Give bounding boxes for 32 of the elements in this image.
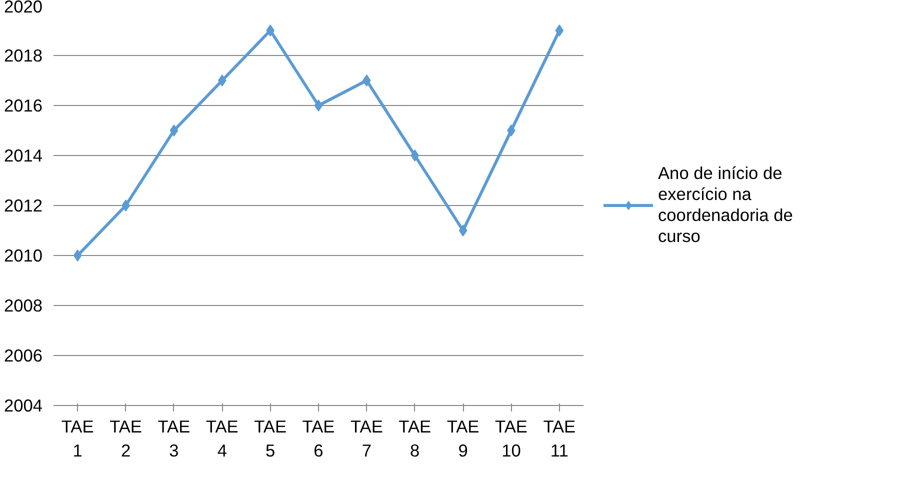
x-tick-label: TAE 9 <box>446 416 480 460</box>
point <box>362 74 371 86</box>
x-tick-label: TAE 1 <box>61 416 94 460</box>
point <box>218 74 226 86</box>
point <box>314 100 323 112</box>
y-tick-label: 2020 <box>4 0 43 16</box>
x-tick-label: TAE 5 <box>254 416 287 460</box>
point <box>266 24 274 36</box>
x-tick-label: TAE 2 <box>110 416 142 460</box>
point <box>507 124 516 136</box>
point <box>458 224 468 236</box>
y-tick-label: 2010 <box>4 246 43 266</box>
point <box>170 124 178 136</box>
legend-label: Ano de início de exercício na coordenadoria de curso <box>658 163 793 247</box>
y-tick-label: 2018 <box>4 46 43 66</box>
x-tick-label: TAE 6 <box>302 416 335 460</box>
point <box>410 150 420 162</box>
x-tick-label: TAE 8 <box>398 416 432 460</box>
point <box>73 250 82 262</box>
x-tick-label: TAE 11 <box>543 416 576 460</box>
x-tick-label: TAE 4 <box>206 416 238 460</box>
y-tick-label: 2012 <box>4 196 43 216</box>
y-tick-label: 2006 <box>4 346 43 366</box>
point <box>555 24 564 36</box>
y-tick-label: 2008 <box>4 296 43 316</box>
x-tick-label: TAE 7 <box>350 416 383 460</box>
y-tick-label: 2004 <box>4 396 43 416</box>
x-tick-label: TAE 10 <box>495 416 528 460</box>
point <box>122 200 130 212</box>
x-tick-label: TAE 3 <box>158 416 190 460</box>
y-tick-label: 2014 <box>4 146 43 166</box>
y-tick-label: 2016 <box>4 96 43 116</box>
